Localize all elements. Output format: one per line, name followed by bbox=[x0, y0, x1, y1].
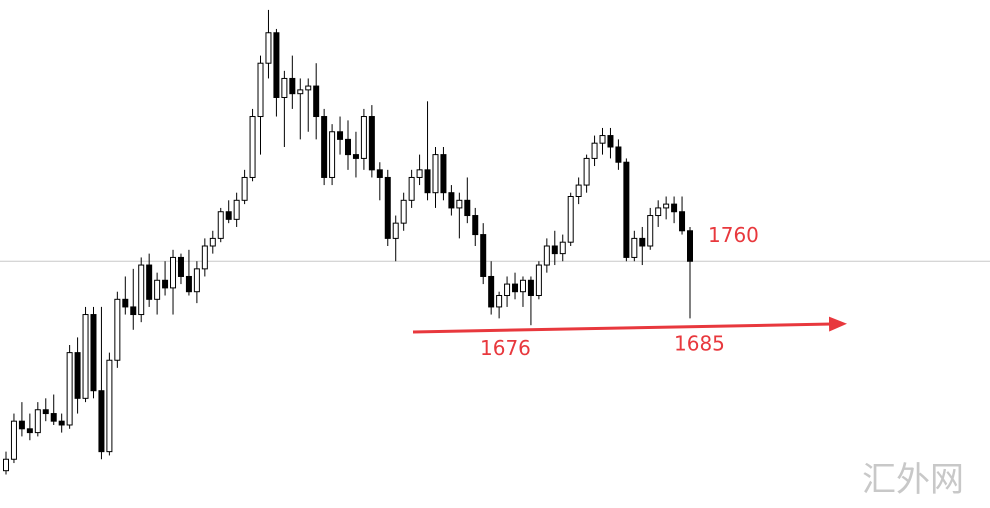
candle-body bbox=[337, 131, 344, 140]
trend-arrow bbox=[412, 316, 847, 334]
candle-body bbox=[352, 154, 359, 159]
level-label: 1760 bbox=[708, 223, 759, 247]
candle-body bbox=[193, 268, 200, 293]
candle-body bbox=[583, 157, 590, 186]
candle-body bbox=[464, 199, 471, 217]
candle-body bbox=[114, 298, 121, 361]
candle-body bbox=[122, 298, 129, 308]
candle-body bbox=[329, 131, 336, 178]
candle-body bbox=[154, 279, 161, 300]
candle-body bbox=[225, 211, 232, 220]
candle-body bbox=[146, 264, 153, 300]
candle-body bbox=[567, 195, 574, 243]
candle-body bbox=[66, 352, 73, 426]
candle-body bbox=[448, 192, 455, 209]
candle-body bbox=[313, 85, 320, 118]
candle-body bbox=[591, 142, 598, 159]
candle-body bbox=[480, 234, 487, 277]
candle-body bbox=[663, 203, 670, 209]
candle-body bbox=[535, 264, 542, 297]
candle-body bbox=[368, 116, 375, 171]
candle-body bbox=[639, 237, 646, 247]
candle-body bbox=[265, 32, 272, 64]
candle-body bbox=[281, 77, 288, 98]
candle-body bbox=[34, 409, 41, 434]
candle-body bbox=[488, 275, 495, 308]
candle-body bbox=[217, 211, 224, 239]
candle-body bbox=[249, 116, 256, 178]
candle-body bbox=[3, 458, 9, 472]
watermark: 汇外网 bbox=[862, 460, 964, 500]
candle-body bbox=[130, 306, 137, 316]
candle-body bbox=[98, 390, 105, 453]
candle-body bbox=[496, 295, 503, 308]
candle-body bbox=[345, 138, 351, 156]
candle-body bbox=[360, 116, 367, 159]
candle-body bbox=[504, 283, 511, 297]
candle-body bbox=[273, 32, 280, 98]
candle-body bbox=[90, 314, 97, 392]
candle-body bbox=[177, 256, 184, 277]
candle-body bbox=[241, 176, 248, 201]
candle-body bbox=[472, 215, 479, 236]
candle-body bbox=[18, 420, 25, 430]
candle-body bbox=[289, 77, 296, 95]
candle-body bbox=[647, 215, 654, 247]
candle-body bbox=[257, 62, 264, 118]
candle-body bbox=[607, 135, 614, 148]
candle-body bbox=[400, 199, 407, 224]
candle-body bbox=[10, 420, 17, 460]
candle-body bbox=[82, 314, 89, 399]
candle-body bbox=[185, 275, 192, 293]
candle-body bbox=[321, 116, 328, 178]
candle-body bbox=[519, 279, 526, 293]
candle-body bbox=[687, 230, 693, 262]
level-label: 1685 bbox=[674, 331, 725, 355]
candle-body bbox=[376, 169, 383, 178]
candle-body bbox=[543, 245, 550, 266]
candle-body bbox=[201, 245, 208, 270]
candle-body bbox=[416, 169, 423, 178]
candle-body bbox=[631, 237, 638, 258]
candle-body bbox=[424, 169, 431, 194]
candle-body bbox=[297, 89, 304, 95]
candle-body bbox=[456, 199, 463, 209]
candle-body bbox=[408, 176, 415, 201]
candle-body bbox=[551, 245, 558, 255]
candle-body bbox=[106, 359, 113, 453]
candle-body bbox=[162, 279, 169, 289]
candle-body bbox=[575, 184, 582, 197]
candle-body bbox=[432, 154, 439, 194]
candle-body bbox=[679, 211, 686, 232]
candle-body bbox=[58, 420, 65, 426]
candle-body bbox=[655, 207, 662, 217]
candle-body bbox=[559, 241, 566, 255]
candle-body bbox=[138, 264, 145, 316]
candle-body bbox=[74, 352, 81, 399]
candle-body bbox=[615, 146, 622, 163]
level-label: 1676 bbox=[480, 336, 531, 360]
candle-body bbox=[671, 203, 678, 213]
candle-body bbox=[305, 85, 312, 91]
candle-body bbox=[233, 199, 240, 220]
candle-body bbox=[170, 256, 177, 289]
candle-body bbox=[392, 222, 399, 239]
candle-body bbox=[42, 409, 49, 415]
candle-body bbox=[26, 428, 33, 434]
candle-body bbox=[50, 413, 57, 422]
candle-body bbox=[209, 237, 216, 247]
candle-body bbox=[512, 283, 519, 293]
candle-body bbox=[599, 135, 606, 144]
candle-body bbox=[440, 154, 447, 194]
candle-body bbox=[527, 279, 534, 297]
candle-body bbox=[623, 161, 630, 258]
candle-body bbox=[384, 176, 391, 239]
